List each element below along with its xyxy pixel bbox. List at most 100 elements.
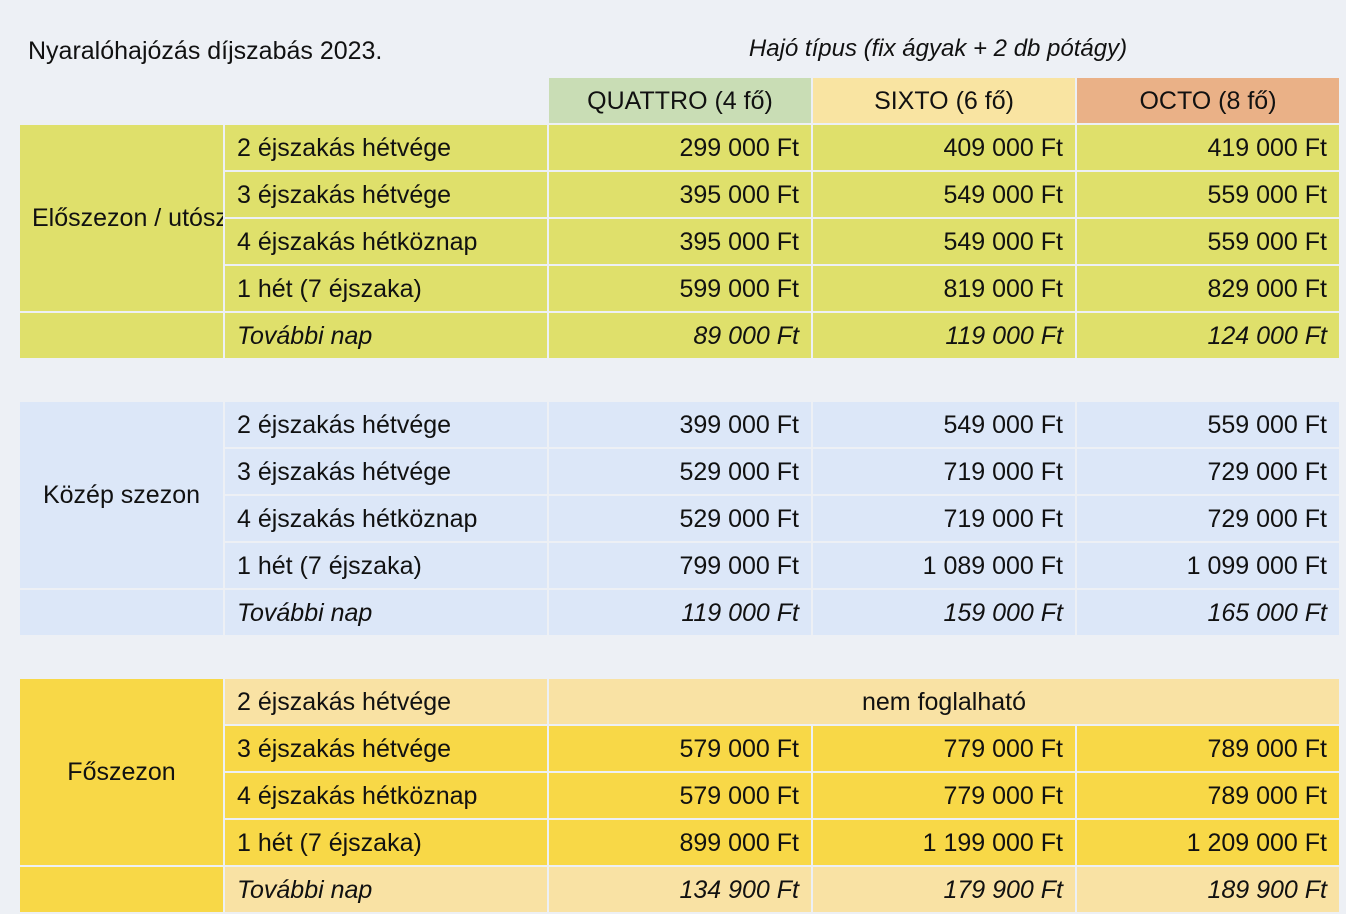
price-cell: 409 000 Ft bbox=[813, 125, 1075, 170]
row-label: 1 hét (7 éjszaka) bbox=[225, 543, 547, 588]
price-cell: 819 000 Ft bbox=[813, 266, 1075, 311]
price-cell: 395 000 Ft bbox=[549, 219, 811, 264]
price-cell: 719 000 Ft bbox=[813, 449, 1075, 494]
row-label: 4 éjszakás hétköznap bbox=[225, 773, 547, 818]
season-label-continuation-2 bbox=[20, 590, 223, 635]
season-label-1: Előszezon / utószezon bbox=[20, 125, 223, 311]
spacer-cell bbox=[549, 637, 811, 677]
header-strip: Nyaralóhajózás díjszabás 2023. Hajó típu… bbox=[0, 0, 1346, 76]
price-cell: 779 000 Ft bbox=[813, 773, 1075, 818]
price-cell: 399 000 Ft bbox=[549, 402, 811, 447]
page-title: Nyaralóhajózás díjszabás 2023. bbox=[28, 37, 383, 65]
header-spacer-label bbox=[225, 78, 547, 123]
table-row: 3 éjszakás hétvége 579 000 Ft 779 000 Ft 78… bbox=[20, 726, 1339, 771]
header-spacer-season bbox=[20, 78, 223, 123]
season-label-2: Közép szezon bbox=[20, 402, 223, 588]
table-row: Közép szezon 2 éjszakás hétvége 399 000 Ft… bbox=[20, 402, 1339, 588]
price-cell: 529 000 Ft bbox=[549, 449, 811, 494]
price-cell: 89 000 Ft bbox=[549, 313, 811, 358]
price-cell: 559 000 Ft bbox=[1077, 402, 1339, 447]
column-header-boat-2: SIXTO (6 fő) bbox=[813, 78, 1075, 123]
price-cell: 549 000 Ft bbox=[813, 219, 1075, 264]
row-label: 3 éjszakás hétvége bbox=[225, 726, 547, 771]
price-cell: 829 000 Ft bbox=[1077, 266, 1339, 311]
table-header-row: QUATTRO (4 fő) SIXTO (6 fő) OCTO (8 fő) bbox=[20, 78, 1339, 123]
boat-type-caption: Hajó típus (fix ágyak + 2 db pótágy) bbox=[748, 35, 1128, 62]
row-label: 2 éjszakás hétvége bbox=[225, 679, 547, 724]
section-spacer-row bbox=[20, 637, 1339, 677]
spacer-cell bbox=[225, 637, 547, 677]
table-row: 4 éjszakás hétköznap 579 000 Ft 779 000 Ft… bbox=[20, 773, 1339, 818]
spacer-cell bbox=[20, 637, 223, 677]
column-header-boat-1: QUATTRO (4 fő) bbox=[549, 78, 811, 123]
table-row: További nap 89 000 Ft 119 000 Ft 124 000 Ft bbox=[20, 313, 1339, 358]
price-cell: 549 000 Ft bbox=[813, 402, 1075, 447]
row-label: 2 éjszakás hétvége bbox=[225, 125, 547, 170]
season-label-continuation-1 bbox=[20, 313, 223, 358]
price-cell: 119 000 Ft bbox=[813, 313, 1075, 358]
price-cell: 189 900 Ft bbox=[1077, 867, 1339, 912]
price-cell: 124 000 Ft bbox=[1077, 313, 1339, 358]
price-cell: 599 000 Ft bbox=[549, 266, 811, 311]
table-row: 4 éjszakás hétköznap 529 000 Ft 719 000 Ft… bbox=[20, 496, 1339, 541]
price-cell: 579 000 Ft bbox=[549, 773, 811, 818]
table-row: 3 éjszakás hétvége 529 000 Ft 719 000 Ft 72… bbox=[20, 449, 1339, 494]
row-label: 1 hét (7 éjszaka) bbox=[225, 820, 547, 865]
price-cell: 559 000 Ft bbox=[1077, 219, 1339, 264]
row-label: 3 éjszakás hétvége bbox=[225, 172, 547, 217]
price-cell: 529 000 Ft bbox=[549, 496, 811, 541]
price-table: QUATTRO (4 fő) SIXTO (6 fő) OCTO (8 fő) Elő… bbox=[18, 76, 1341, 914]
price-cell: 789 000 Ft bbox=[1077, 773, 1339, 818]
price-cell: 579 000 Ft bbox=[549, 726, 811, 771]
price-cell: 789 000 Ft bbox=[1077, 726, 1339, 771]
price-cell: 1 209 000 Ft bbox=[1077, 820, 1339, 865]
table-row: További nap 134 900 Ft 179 900 Ft 189 900 F… bbox=[20, 867, 1339, 912]
price-cell: 1 089 000 Ft bbox=[813, 543, 1075, 588]
row-label: 3 éjszakás hétvége bbox=[225, 449, 547, 494]
table-row: 1 hét (7 éjszaka) 599 000 Ft 819 000 Ft 829… bbox=[20, 266, 1339, 311]
price-cell: 1 099 000 Ft bbox=[1077, 543, 1339, 588]
price-cell: 119 000 Ft bbox=[549, 590, 811, 635]
row-label: 1 hét (7 éjszaka) bbox=[225, 266, 547, 311]
table-row: Főszezon 2 éjszakás hétvége nem foglalható bbox=[20, 679, 1339, 865]
row-label: További nap bbox=[225, 313, 547, 358]
row-label: 4 éjszakás hétköznap bbox=[225, 219, 547, 264]
price-cell: 159 000 Ft bbox=[813, 590, 1075, 635]
price-cell: 779 000 Ft bbox=[813, 726, 1075, 771]
row-label: 4 éjszakás hétköznap bbox=[225, 496, 547, 541]
row-label: További nap bbox=[225, 590, 547, 635]
table-row: További nap 119 000 Ft 159 000 Ft 165 000 F… bbox=[20, 590, 1339, 635]
season-label-3: Főszezon bbox=[20, 679, 223, 865]
spacer-cell bbox=[549, 360, 811, 400]
season-label-continuation-3 bbox=[20, 867, 223, 912]
price-cell: 799 000 Ft bbox=[549, 543, 811, 588]
spacer-cell bbox=[1077, 360, 1339, 400]
spacer-cell bbox=[225, 360, 547, 400]
price-cell: 134 900 Ft bbox=[549, 867, 811, 912]
spacer-cell bbox=[20, 360, 223, 400]
price-cell: 165 000 Ft bbox=[1077, 590, 1339, 635]
not-bookable-cell: nem foglalható bbox=[549, 679, 1339, 724]
column-header-boat-3: OCTO (8 fő) bbox=[1077, 78, 1339, 123]
section-spacer-row bbox=[20, 360, 1339, 400]
spacer-cell bbox=[813, 360, 1075, 400]
price-cell: 419 000 Ft bbox=[1077, 125, 1339, 170]
price-cell: 179 900 Ft bbox=[813, 867, 1075, 912]
table-row: Előszezon / utószezon2 éjszakás hétvége2… bbox=[20, 125, 1339, 311]
table-row: 3 éjszakás hétvége 395 000 Ft 549 000 Ft 55… bbox=[20, 172, 1339, 217]
price-cell: 1 199 000 Ft bbox=[813, 820, 1075, 865]
spacer-cell bbox=[1077, 637, 1339, 677]
table-row: 4 éjszakás hétköznap 395 000 Ft 549 000 Ft… bbox=[20, 219, 1339, 264]
price-cell: 559 000 Ft bbox=[1077, 172, 1339, 217]
price-cell: 549 000 Ft bbox=[813, 172, 1075, 217]
price-cell: 719 000 Ft bbox=[813, 496, 1075, 541]
price-cell: 395 000 Ft bbox=[549, 172, 811, 217]
row-label: 2 éjszakás hétvége bbox=[225, 402, 547, 447]
price-cell: 299 000 Ft bbox=[549, 125, 811, 170]
spacer-cell bbox=[813, 637, 1075, 677]
price-cell: 899 000 Ft bbox=[549, 820, 811, 865]
price-cell: 729 000 Ft bbox=[1077, 449, 1339, 494]
price-cell: 729 000 Ft bbox=[1077, 496, 1339, 541]
row-label: További nap bbox=[225, 867, 547, 912]
